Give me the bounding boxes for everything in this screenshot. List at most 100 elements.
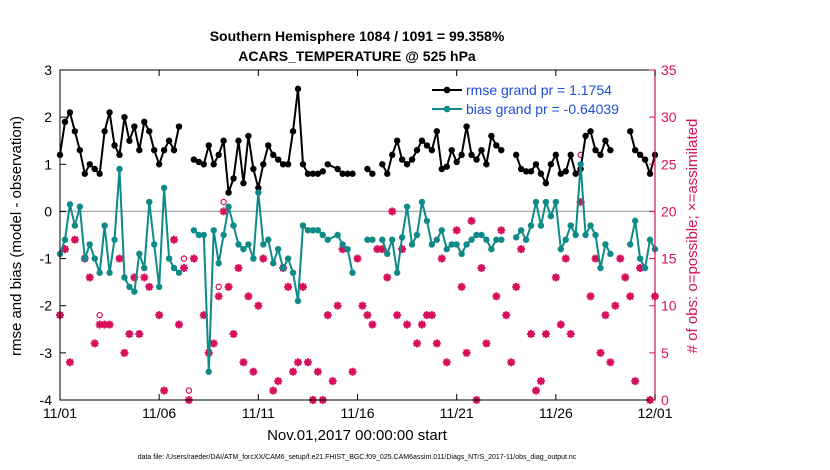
rmse-point — [165, 137, 173, 144]
obs-assimilated-marker — [313, 367, 322, 376]
obs-assimilated-stroke — [190, 254, 198, 263]
obs-assimilated-stroke — [532, 386, 540, 395]
rmse-point — [557, 170, 564, 177]
y-tick-label-right: 0 — [661, 392, 669, 408]
rmse-point — [101, 128, 108, 135]
bias-point — [225, 203, 232, 210]
obs-assimilated-stroke — [557, 320, 565, 329]
obs-assimilated-stroke — [215, 292, 223, 300]
obs-assimilated-stroke — [393, 311, 401, 319]
rmse-point — [473, 156, 480, 163]
y-tick-label-right: 25 — [661, 156, 677, 172]
obs-assimilated-stroke — [304, 358, 312, 366]
x-tick-label: 11/01 — [43, 405, 77, 421]
rmse-point — [597, 151, 604, 159]
bias-point — [483, 236, 490, 243]
bias-point — [155, 283, 163, 291]
y-tick-label-left: 3 — [44, 62, 52, 78]
bias-point — [542, 198, 550, 206]
bias-point — [636, 255, 644, 262]
bias-point — [468, 236, 475, 243]
rmse-point — [478, 146, 485, 154]
bias-point — [314, 227, 322, 234]
chart-subtitle: ACARS_TEMPERATURE @ 525 hPa — [238, 48, 476, 64]
bias-point — [438, 227, 445, 234]
rmse-point — [265, 142, 272, 149]
rmse-point — [527, 168, 535, 175]
rmse-point — [463, 123, 470, 130]
bias-point — [230, 222, 237, 229]
bias-point — [61, 236, 69, 243]
tick-labels: 11/01 11/06 11/11 11/16 11/21 11/26 12/013210-… — [40, 62, 677, 421]
obs-assimilated-marker — [452, 226, 461, 235]
obs-assimilated-stroke — [621, 273, 629, 282]
rmse-point — [379, 161, 386, 168]
obs-assimilated-marker — [462, 348, 471, 357]
bias-point — [255, 189, 262, 196]
obs-assimilated-stroke — [135, 330, 143, 338]
obs-possible-marker — [180, 255, 188, 262]
obs-assimilated-marker — [457, 282, 466, 291]
rmse-point — [413, 146, 421, 154]
bias-point — [418, 198, 426, 206]
bias-point — [562, 236, 569, 243]
rmse-point — [641, 156, 649, 163]
legend-rmse-label: rmse grand pr = 1.1754 — [466, 82, 612, 98]
bias-point — [547, 212, 555, 220]
rmse-point — [86, 161, 93, 168]
bias-point — [66, 201, 74, 208]
rmse-point — [235, 137, 242, 144]
y-tick-label-left: -1 — [40, 251, 53, 267]
rmse-point — [423, 142, 431, 149]
rmse-point — [175, 123, 183, 130]
obs-assimilated-stroke — [388, 207, 396, 216]
obs-assimilated-stroke — [502, 311, 510, 319]
bias-point — [210, 227, 217, 234]
rmse-point — [443, 163, 450, 170]
obs-assimilated-stroke — [234, 264, 243, 272]
bias-point — [557, 245, 564, 253]
obs-assimilated-marker — [105, 320, 114, 329]
rmse-point — [646, 170, 654, 177]
plot-background — [60, 70, 655, 400]
obs-assimilated-marker — [249, 367, 258, 376]
bias-point — [141, 264, 148, 272]
obs-assimilated-stroke — [443, 358, 451, 366]
x-tick-label: 11/06 — [142, 405, 176, 421]
bias-point — [111, 236, 118, 243]
bias-point — [86, 241, 93, 248]
rmse-point — [408, 156, 416, 163]
obs-assimilated-marker — [298, 282, 307, 291]
rmse-point — [493, 142, 500, 149]
obs-assimilated-marker — [323, 311, 332, 320]
bias-point — [284, 255, 292, 262]
obs-assimilated-stroke — [562, 254, 570, 263]
obs-assimilated-stroke — [586, 292, 595, 300]
obs-assimilated-marker — [606, 358, 615, 367]
bias-point — [423, 217, 431, 225]
bias-point — [582, 231, 589, 239]
obs-assimilated-stroke — [428, 311, 436, 319]
obs-assimilated-stroke — [413, 339, 421, 348]
bias-point — [175, 269, 183, 276]
bias-point — [532, 198, 540, 206]
bias-point — [91, 255, 98, 262]
bias-point — [463, 241, 470, 248]
bias-point — [577, 161, 584, 168]
bias-point — [299, 222, 307, 229]
rmse-point — [631, 146, 639, 154]
legend-rmse-marker — [443, 86, 451, 94]
bias-point — [349, 269, 356, 276]
obs-assimilated-marker — [368, 320, 377, 329]
rmse-point — [572, 170, 579, 177]
rmse-point — [240, 179, 247, 187]
rmse-point — [393, 137, 401, 144]
obs-assimilated-marker — [85, 273, 94, 282]
bias-point — [270, 260, 277, 267]
obs-assimilated-marker — [140, 273, 149, 282]
bias-point — [116, 165, 123, 173]
rmse-series — [56, 85, 659, 196]
obs-assimilated-stroke — [348, 368, 357, 376]
bias-point — [136, 250, 143, 258]
obs-assimilated-marker — [155, 311, 164, 320]
